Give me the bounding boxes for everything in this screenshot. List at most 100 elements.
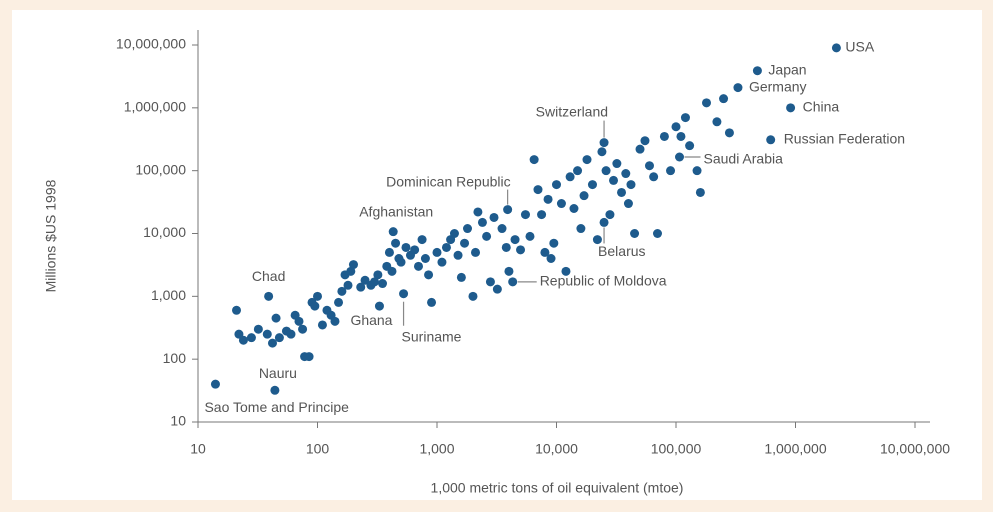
data-point <box>232 305 242 315</box>
data-point <box>592 235 602 245</box>
point-label: Ghana <box>350 312 392 328</box>
x-tick-label: 100 <box>306 441 330 457</box>
data-point <box>485 277 495 287</box>
x-tick-label: 10 <box>190 441 206 457</box>
data-point <box>396 257 406 267</box>
data-point <box>546 254 556 264</box>
point-label: Afghanistan <box>359 203 433 219</box>
data-point <box>733 83 743 93</box>
data-point <box>666 166 676 176</box>
y-axis-label: Millions $US 1998 <box>43 179 59 292</box>
data-point <box>424 270 434 280</box>
data-point <box>599 138 609 148</box>
data-point <box>378 279 388 289</box>
data-point <box>569 203 579 213</box>
data-point <box>623 199 633 209</box>
data-point <box>752 66 762 76</box>
data-point <box>537 210 547 220</box>
data-point <box>246 333 256 343</box>
data-point <box>630 229 640 238</box>
data-point <box>510 235 520 245</box>
point-label: Japan <box>768 61 806 77</box>
point-label: Republic of Moldova <box>540 273 667 289</box>
data-point <box>599 217 609 227</box>
point-label: Chad <box>252 268 285 284</box>
point-label: Sao Tome and Principe <box>204 399 349 415</box>
data-point <box>497 224 507 234</box>
data-point <box>417 235 427 245</box>
data-point <box>724 128 734 138</box>
point-label: Belarus <box>598 243 645 259</box>
data-point <box>675 152 685 162</box>
data-point <box>573 166 583 176</box>
data-point <box>399 289 409 299</box>
data-point <box>441 242 451 252</box>
data-point <box>635 144 645 154</box>
point-label: Suriname <box>402 328 462 344</box>
data-point <box>786 103 796 113</box>
data-point <box>420 254 430 264</box>
data-point <box>370 277 380 287</box>
data-point <box>702 98 712 108</box>
data-point <box>640 136 650 146</box>
point-label: Germany <box>749 78 807 94</box>
x-tick-label: 100,000 <box>651 441 702 457</box>
data-point <box>561 266 571 276</box>
data-point <box>529 155 539 165</box>
data-point <box>520 210 530 220</box>
data-point <box>317 320 327 330</box>
data-point <box>587 180 597 190</box>
data-point <box>304 352 314 362</box>
data-point <box>271 313 281 323</box>
data-point <box>410 245 420 255</box>
data-point <box>609 175 619 185</box>
data-point <box>617 187 627 197</box>
data-point <box>343 280 353 290</box>
data-point <box>374 301 384 311</box>
data-point <box>427 297 437 307</box>
y-tick-label: 10 <box>170 413 186 429</box>
data-point <box>453 250 463 260</box>
data-point <box>264 291 274 301</box>
data-point <box>360 275 370 285</box>
x-tick-label: 10,000,000 <box>880 441 950 457</box>
data-point <box>437 257 447 267</box>
data-point <box>582 155 592 165</box>
point-label: Dominican Republic <box>386 173 511 189</box>
data-point <box>556 199 566 209</box>
data-point <box>286 329 296 339</box>
data-point <box>334 297 344 307</box>
data-point <box>525 231 535 241</box>
point-label: Switzerland <box>536 103 608 119</box>
y-tick-label: 1,000 <box>151 287 186 303</box>
data-point <box>471 247 481 257</box>
data-point <box>456 272 466 282</box>
data-point <box>552 180 561 190</box>
plot-background <box>12 10 982 500</box>
data-point <box>270 385 280 395</box>
data-point <box>504 266 514 276</box>
data-point <box>348 260 358 270</box>
data-point <box>489 212 499 222</box>
x-tick-label: 10,000 <box>535 441 578 457</box>
data-point <box>831 43 841 53</box>
point-label: China <box>803 99 840 115</box>
data-point <box>432 247 442 257</box>
data-point <box>626 180 636 190</box>
y-tick-label: 10,000,000 <box>116 36 186 52</box>
point-label: USA <box>845 39 874 55</box>
data-point <box>549 238 559 248</box>
data-point <box>387 266 397 276</box>
data-point <box>294 316 304 326</box>
data-point <box>649 172 659 182</box>
data-point <box>238 335 248 345</box>
data-point <box>492 284 502 294</box>
data-point <box>766 135 776 145</box>
data-point <box>540 247 550 257</box>
data-point <box>477 217 487 227</box>
data-point <box>659 131 669 141</box>
data-point <box>253 324 263 334</box>
data-point <box>644 161 654 171</box>
